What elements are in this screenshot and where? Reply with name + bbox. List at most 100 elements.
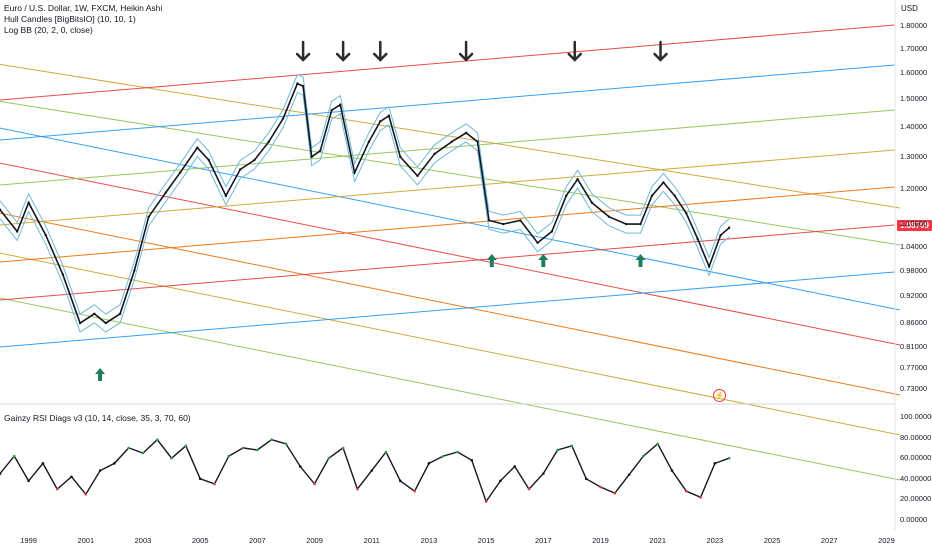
price-point: [662, 181, 665, 184]
rsi-point: [513, 465, 516, 468]
rsi-point: [570, 444, 574, 448]
price-point: [685, 212, 688, 215]
down-arrow-icon: [295, 40, 311, 62]
price-point: [639, 222, 642, 226]
rsi-point: [441, 454, 445, 458]
down-arrow-icon: [653, 40, 668, 62]
price-point: [281, 117, 285, 120]
price-point: [224, 194, 228, 198]
x-tick-label: 2015: [477, 536, 495, 545]
price-point: [487, 219, 491, 222]
fan-line-descending: [0, 63, 901, 209]
price-point: [696, 237, 699, 241]
x-tick-label: 2021: [649, 536, 666, 545]
x-tick-label: 2003: [134, 536, 152, 545]
fan-line-ascending: [0, 186, 896, 263]
rsi-point: [427, 462, 431, 465]
down-arrow-icon: [458, 40, 474, 62]
rsi-point: [41, 462, 45, 465]
fan-line-ascending: [0, 24, 896, 101]
price-point: [367, 140, 371, 143]
down-arrow-icon: [335, 40, 351, 62]
rsi-point: [84, 492, 88, 496]
fan-line-ascending: [0, 109, 896, 186]
rsi-series: [0, 438, 731, 504]
price-point: [330, 109, 333, 112]
up-arrow-icon: [486, 254, 497, 267]
price-point: [590, 201, 594, 204]
price-point: [607, 215, 611, 219]
symbol-legend[interactable]: Euro / U.S. Dollar, 1W, FXCM, Heikin Ash…: [4, 3, 163, 13]
rsi-point: [370, 469, 374, 472]
price-point: [301, 84, 305, 88]
rsi-point: [713, 462, 717, 465]
price-point: [416, 174, 419, 178]
rsi-point: [0, 472, 2, 475]
rsi-point: [670, 469, 674, 472]
fan-line-descending: [0, 162, 901, 346]
price-tick-label: 0.73000: [900, 384, 928, 393]
rsi-point: [170, 456, 173, 460]
rsi-point: [470, 458, 474, 462]
x-tick-label: 1999: [20, 536, 37, 545]
price-point: [387, 114, 391, 117]
rsi-point: [12, 454, 16, 458]
fan-line-descending: [0, 127, 901, 311]
rsi-point: [356, 487, 359, 491]
up-arrow-icon: [635, 254, 646, 267]
hull-legend[interactable]: Hull Candles [BigBitsIO] (10, 10, 1): [4, 14, 136, 24]
down-arrow-icon: [373, 40, 388, 62]
rsi-point: [584, 477, 588, 481]
up-arrow-icon: [538, 254, 549, 267]
fan-line-descending: [0, 100, 901, 246]
price-point: [319, 149, 322, 152]
price-point: [707, 265, 711, 268]
rsi-point: [141, 451, 145, 455]
price-point: [78, 321, 82, 325]
rsi-point: [241, 446, 245, 450]
rsi-point: [541, 472, 545, 475]
fan-line-descending: [0, 297, 901, 481]
rsi-point: [499, 479, 502, 483]
price-point: [27, 201, 30, 204]
lightning-icon[interactable]: ⚡: [713, 389, 726, 402]
price-point: [576, 177, 579, 181]
x-tick-label: 2023: [706, 536, 724, 545]
price-point: [536, 241, 539, 244]
rsi-point: [298, 465, 302, 468]
price-point: [519, 219, 522, 222]
rsi-point: [113, 462, 116, 465]
rsi-point: [127, 446, 130, 450]
x-tick-label: 2029: [878, 536, 895, 545]
price-tick-label: 1.50000: [900, 94, 928, 104]
rsi-point: [613, 491, 617, 495]
rsi-point: [399, 479, 402, 483]
price-point: [399, 155, 402, 159]
markers: [95, 40, 668, 381]
price-point: [450, 140, 453, 143]
price-tick-label: 0.86000: [900, 318, 928, 328]
rsi-point: [270, 438, 273, 441]
rsi-point: [556, 448, 559, 452]
pitchfork-lines: [0, 24, 901, 481]
price-point: [310, 155, 313, 159]
rsi-legend[interactable]: Gainzy RSI Diags v3 (10, 14, close, 35, …: [4, 413, 191, 423]
price-tick-label: 0.77000: [900, 362, 928, 372]
price-tick-label: 1.04000: [900, 241, 928, 251]
price-tick-label: 1.80000: [900, 21, 928, 30]
bb-legend[interactable]: Log BB (20, 2, 0, close): [4, 25, 93, 35]
price-tick-label: 0.81000: [900, 342, 928, 352]
price-tick-label: 1.30000: [900, 151, 928, 161]
price-point: [118, 312, 122, 316]
up-arrow-icon: [95, 368, 106, 381]
fan-line-ascending: [0, 149, 896, 226]
rsi-point: [27, 479, 30, 483]
x-tick-label: 2005: [191, 536, 209, 545]
price-tick-label: 1.60000: [900, 68, 928, 78]
rsi-tick-label: 40.00000: [900, 473, 932, 483]
rsi-point: [699, 496, 702, 499]
price-point: [650, 194, 654, 198]
x-tick-label: 2001: [77, 536, 95, 545]
price-point: [502, 222, 505, 226]
